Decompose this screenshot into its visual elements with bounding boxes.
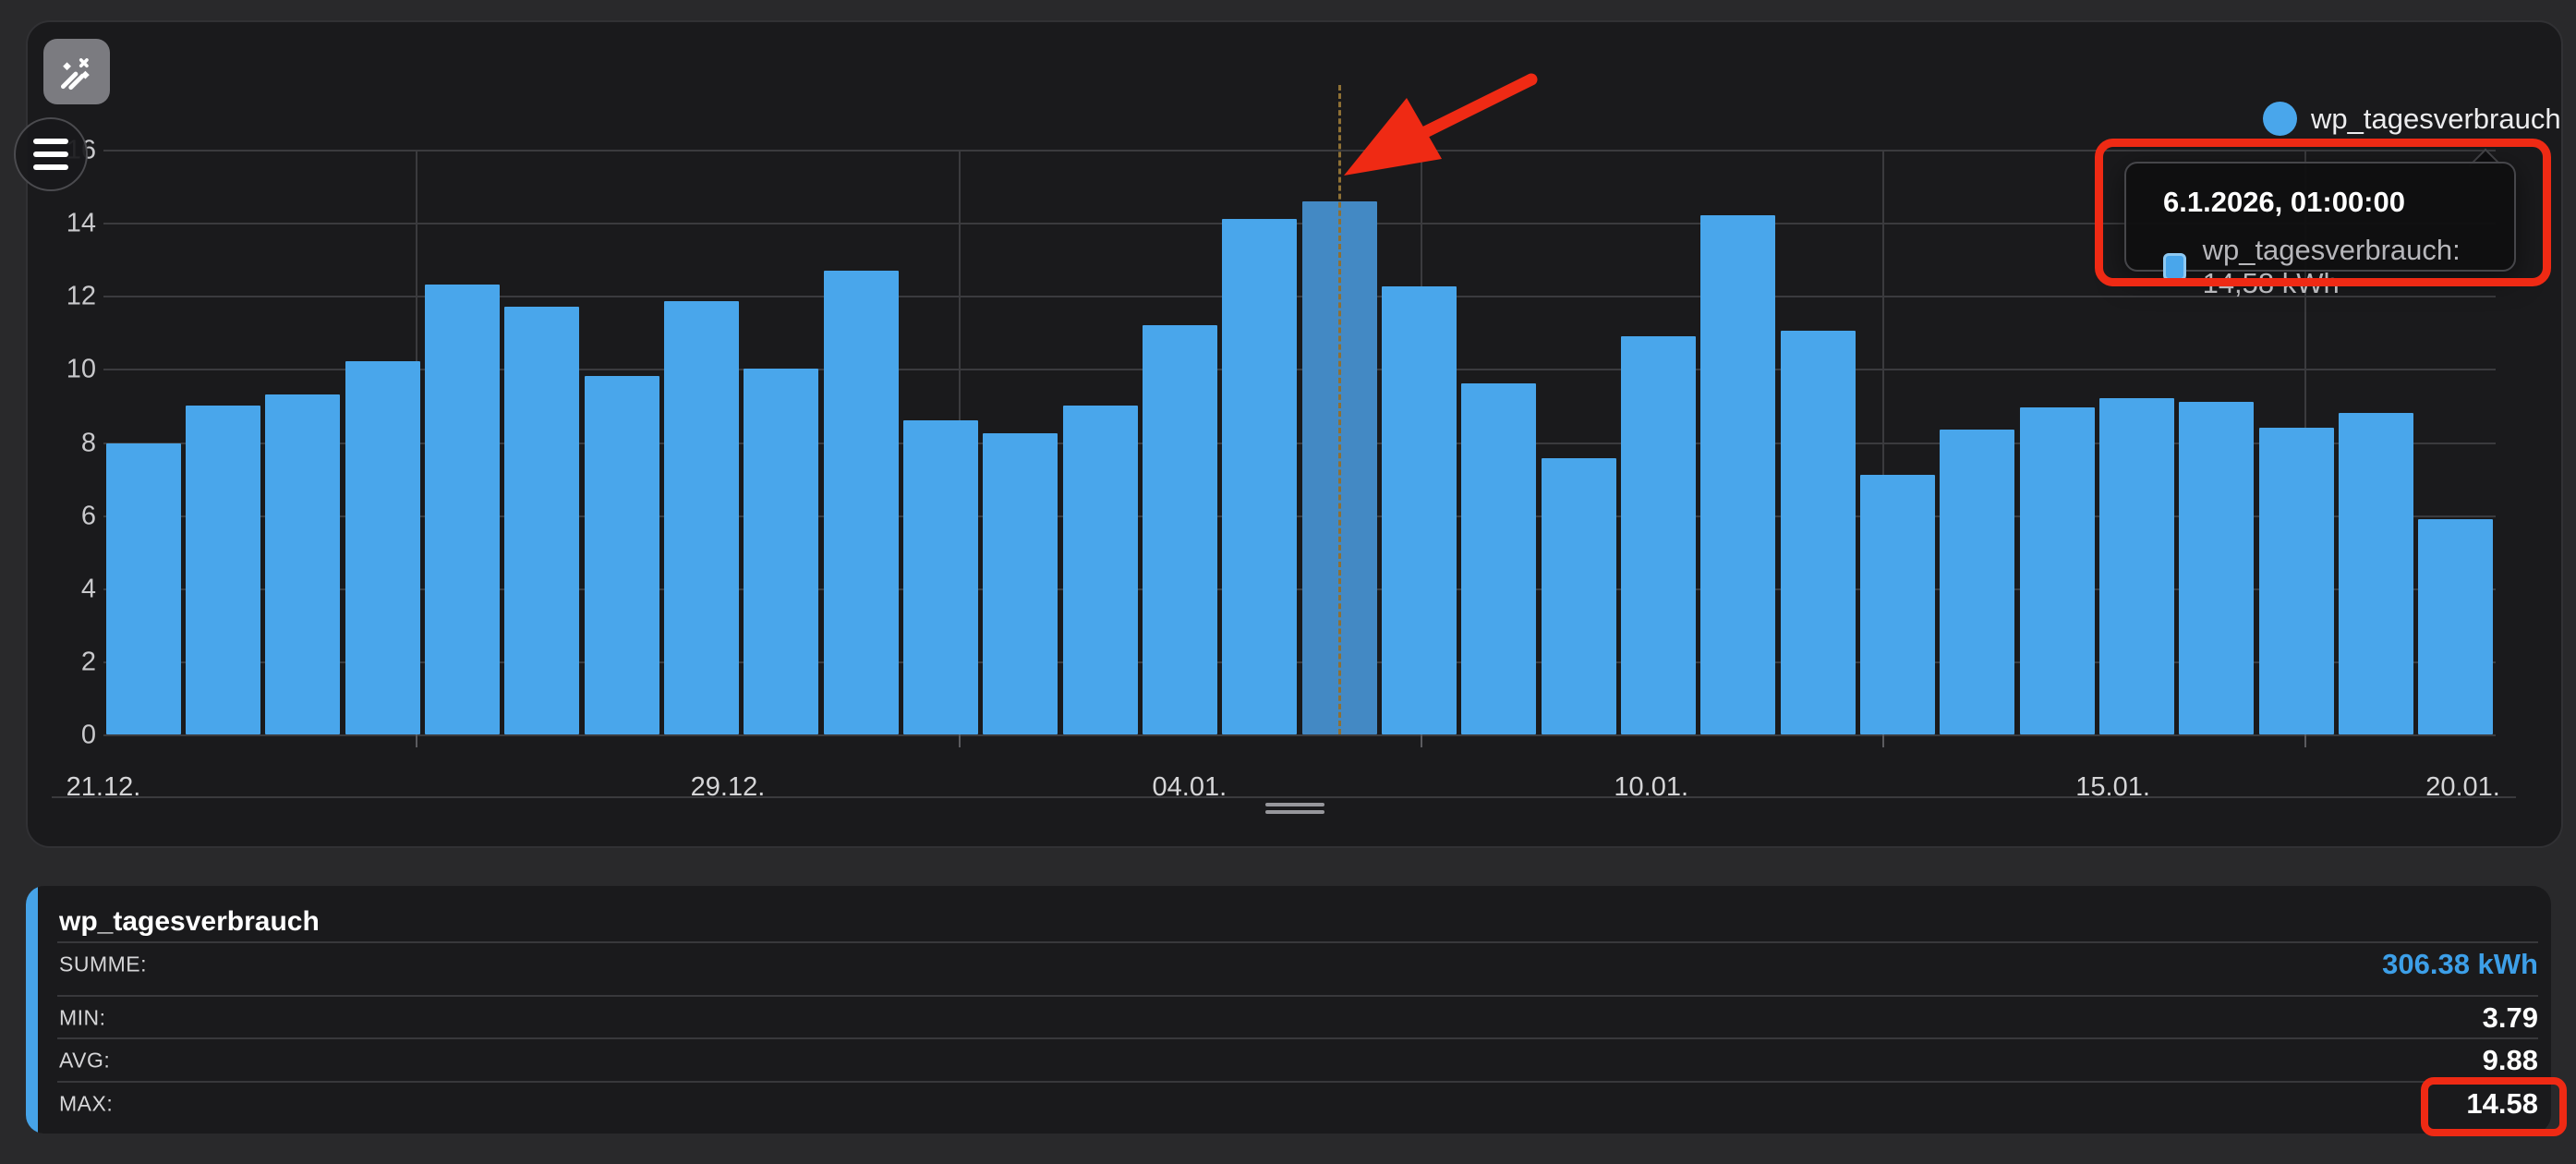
- stats-row-label: MIN:: [59, 1005, 106, 1030]
- tooltip-series-row: wp_tagesverbrauch: 14,58 kWh: [2163, 234, 2514, 300]
- bar[interactable]: [1461, 383, 1537, 734]
- y-gridline: [103, 515, 2496, 517]
- x-axis-tick: [2304, 734, 2307, 747]
- y-gridline: [103, 296, 2496, 298]
- bar[interactable]: [2338, 412, 2414, 734]
- panel-divider: [52, 796, 2516, 798]
- bar[interactable]: [744, 369, 819, 734]
- x-axis-label: 15.01.: [2075, 772, 2150, 802]
- stats-row-summe: SUMME: 306.38 kWh: [57, 943, 2538, 986]
- bar[interactable]: [1700, 215, 1776, 734]
- bar[interactable]: [1381, 286, 1457, 734]
- bar[interactable]: [1541, 458, 1616, 734]
- bar[interactable]: [823, 270, 899, 734]
- chart-panel: 024681012141621.12.29.12.04.01.10.01.15.…: [26, 20, 2563, 848]
- y-axis-label: 14: [66, 208, 96, 238]
- stats-row-min: MIN: 3.79: [57, 997, 2538, 1039]
- bar-chart-plot: 024681012141621.12.29.12.04.01.10.01.15.…: [28, 22, 2561, 846]
- stats-row-max: MAX: 14.58: [57, 1083, 2538, 1125]
- panel-accent-bar: [26, 886, 38, 1134]
- x-axis-label: 20.01.: [2425, 772, 2500, 802]
- y-axis-label: 2: [80, 647, 96, 677]
- wand-sparkles-icon: [60, 57, 90, 90]
- stats-row-label: MAX:: [59, 1091, 114, 1116]
- bar[interactable]: [105, 443, 181, 734]
- y-gridline: [103, 588, 2496, 590]
- y-axis-label: 6: [80, 501, 96, 531]
- bar[interactable]: [2098, 398, 2175, 734]
- bar[interactable]: [1780, 330, 1856, 734]
- bar[interactable]: [345, 361, 420, 734]
- y-axis-label: 4: [80, 574, 96, 604]
- bar[interactable]: [983, 432, 1058, 734]
- x-axis-label: 10.01.: [1614, 772, 1689, 802]
- y-axis-label: 10: [66, 354, 96, 384]
- stats-row-divider: [57, 941, 2538, 943]
- bar[interactable]: [584, 376, 659, 734]
- bar[interactable]: [265, 394, 341, 734]
- stats-row-avg: AVG: 9.88: [57, 1039, 2538, 1082]
- bar[interactable]: [2019, 406, 2095, 734]
- x-axis-tick: [958, 734, 961, 747]
- stats-panel: wp_tagesverbrauch SUMME: 306.38 kWh MIN: 3.…: [26, 886, 2551, 1134]
- legend-series-dot-icon: [2263, 102, 2297, 136]
- x-axis-label: 04.01.: [1152, 772, 1228, 802]
- x-gridline: [1881, 150, 1884, 734]
- chart-tooltip: 6.1.2026, 01:00:00 wp_tagesverbrauch: 14…: [2124, 162, 2516, 299]
- bar[interactable]: [1940, 429, 2015, 734]
- legend-series-label: wp_tagesverbrauch: [2311, 102, 2561, 135]
- bar[interactable]: [2418, 518, 2494, 734]
- y-axis-label: 0: [80, 720, 96, 750]
- hover-cursor-dashed-line: [1338, 85, 1342, 734]
- stats-row-divider: [57, 1081, 2538, 1083]
- bar[interactable]: [1859, 475, 1936, 734]
- y-axis-label: 12: [66, 281, 96, 311]
- stats-row-value: 9.88: [2482, 1044, 2538, 1076]
- bar[interactable]: [1620, 335, 1697, 734]
- x-axis-label: 29.12.: [690, 772, 766, 802]
- bar[interactable]: [1062, 405, 1138, 734]
- stats-row-divider: [57, 1037, 2538, 1039]
- x-axis-label: 21.12.: [66, 772, 141, 802]
- bar[interactable]: [185, 405, 261, 734]
- stats-row-value: 14.58: [2466, 1087, 2538, 1120]
- bar[interactable]: [424, 285, 501, 734]
- stats-panel-title: wp_tagesverbrauch: [59, 906, 320, 937]
- stats-row-label: AVG:: [59, 1048, 111, 1073]
- bar[interactable]: [1142, 324, 1218, 734]
- y-gridline: [103, 734, 2496, 736]
- y-gridline: [103, 223, 2496, 225]
- stats-row-label: SUMME:: [59, 952, 147, 976]
- bar[interactable]: [1222, 219, 1298, 734]
- stats-row-divider: [57, 995, 2538, 997]
- bar[interactable]: [902, 419, 979, 734]
- y-gridline: [103, 369, 2496, 371]
- x-axis-tick: [415, 734, 417, 747]
- x-axis-tick: [1421, 734, 1423, 747]
- legend-item[interactable]: wp_tagesverbrauch: [2263, 102, 2561, 136]
- bar[interactable]: [504, 307, 580, 734]
- tooltip-timestamp: 6.1.2026, 01:00:00: [2163, 186, 2405, 218]
- y-gridline: [103, 661, 2496, 663]
- bar[interactable]: [2179, 401, 2255, 734]
- y-axis-label: 8: [80, 428, 96, 457]
- y-gridline: [103, 150, 2496, 152]
- x-axis-tick: [1881, 734, 1884, 747]
- hamburger-icon: [33, 139, 68, 144]
- resize-drag-handle[interactable]: [1265, 803, 1324, 814]
- bar[interactable]: [2258, 427, 2334, 734]
- tooltip-series-value: wp_tagesverbrauch: 14,58 kWh: [2202, 234, 2461, 299]
- auto-scale-wand-button[interactable]: [43, 39, 110, 104]
- y-gridline: [103, 442, 2496, 444]
- bar[interactable]: [663, 301, 740, 734]
- stats-row-value: 306.38 kWh: [2382, 948, 2538, 980]
- series-swatch-icon: [2163, 253, 2186, 281]
- stats-row-value: 3.79: [2482, 1001, 2538, 1034]
- hamburger-menu-button[interactable]: [14, 117, 88, 191]
